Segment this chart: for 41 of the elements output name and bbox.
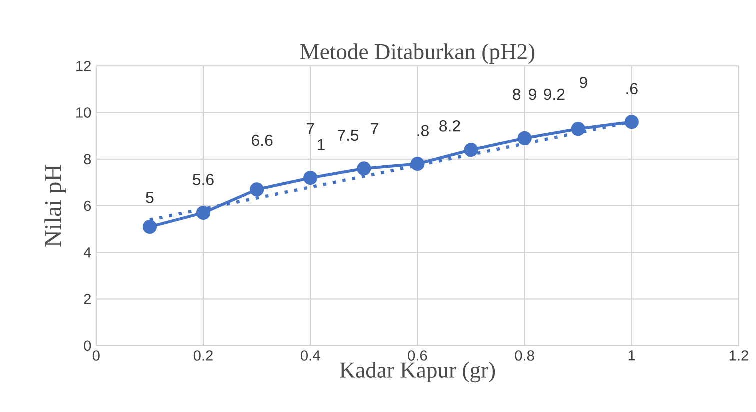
x-tick-label: 0.6 [408,350,428,361]
x-tick-label: 0.8 [515,350,534,361]
annotation: .6 [626,83,638,95]
x-tick-label: 0 [92,350,100,361]
point [357,162,372,176]
point [196,206,211,220]
y-tick-label: 0 [84,340,92,352]
y-axis-title: Nilai pH [44,165,66,247]
y-tick-label: 2 [84,294,91,304]
point [518,131,532,146]
point [142,220,157,234]
y-tick-label: 10 [76,108,92,118]
annotation: 9 [529,88,536,100]
x-tick-label: 0.2 [194,350,213,361]
chart-title: Metode Ditaburkan (pH2) [300,44,535,64]
annotation: .8 [418,125,429,136]
x-tick-label: 0.4 [301,350,320,361]
point [250,182,264,197]
annotation: 9 [580,76,588,88]
annotation: 7 [371,123,378,134]
y-tick-label: 12 [76,61,91,72]
annotation: 6.6 [252,134,273,146]
x-axis-title: Kadar Kapur (gr) [340,362,496,383]
annotation: 1 [318,139,325,150]
y-tick-label: 4 [84,248,92,258]
annotation: 8.2 [440,120,460,132]
x-tick-label: 1.2 [730,350,748,361]
annotation: 7.5 [338,130,359,142]
point [410,157,425,172]
point [304,170,318,186]
y-tick-label: 6 [84,200,92,212]
annotation: 7 [306,123,314,134]
point [464,143,478,158]
annotation: 5 [146,192,154,204]
annotation: 8 [513,88,521,100]
y-tick-label: 8 [84,154,92,165]
point [571,122,586,136]
point [624,115,639,130]
annotation: 5.6 [193,174,214,186]
annotation: 9.2 [544,88,565,100]
x-tick-label: 1 [628,350,636,361]
